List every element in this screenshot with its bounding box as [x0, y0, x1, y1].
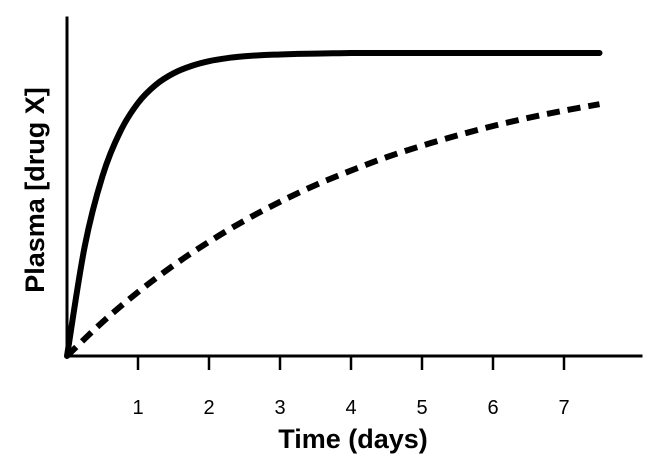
- x-tick-label: 1: [132, 397, 143, 419]
- x-tick-label: 7: [558, 397, 569, 419]
- x-tick-label: 2: [203, 397, 214, 419]
- solid-series-line: [64, 49, 603, 359]
- dashed-series-line: [64, 101, 601, 359]
- x-tick-label: 3: [274, 397, 285, 419]
- y-axis-title: Plasma [drug X]: [20, 87, 50, 293]
- x-tick-layer: 1 2 3 4 5 6 7: [132, 356, 570, 419]
- x-tick-label: 6: [487, 397, 498, 419]
- series-layer: [64, 49, 603, 359]
- x-tick-label: 5: [416, 397, 427, 419]
- x-axis-title: Time (days): [278, 424, 428, 454]
- x-tick-label: 4: [345, 397, 356, 419]
